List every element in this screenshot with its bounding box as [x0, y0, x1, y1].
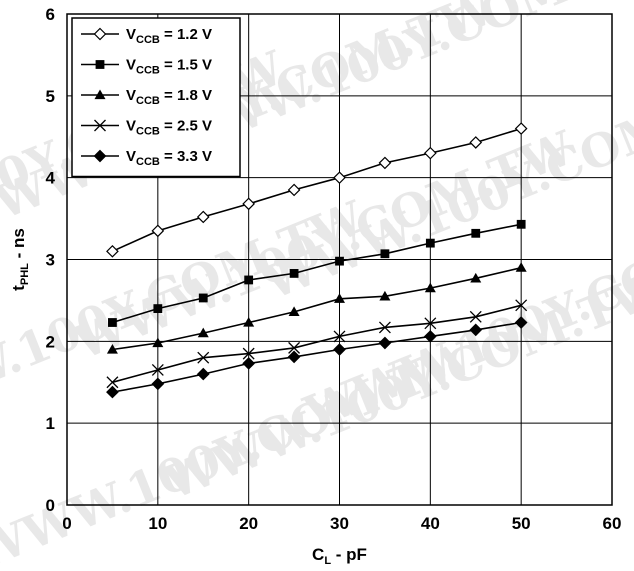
legend-entry: VCCB = 1.8 V [81, 87, 212, 107]
x-tick-label: 0 [62, 514, 71, 533]
data-point [335, 256, 344, 266]
data-point [288, 306, 300, 316]
series-line [112, 304, 522, 384]
data-point [288, 341, 301, 354]
legend-label: VCCB = 1.2 V [126, 26, 212, 46]
data-point [287, 350, 301, 364]
data-point [378, 336, 392, 350]
data-point [514, 122, 528, 135]
series-line [112, 321, 522, 393]
legend-entry: VCCB = 3.3 V [81, 148, 212, 168]
legend-entry: VCCB = 1.5 V [81, 57, 212, 77]
legend-label: VCCB = 3.3 V [126, 148, 212, 168]
series-group [106, 122, 528, 258]
data-point [106, 244, 119, 258]
data-point [423, 330, 437, 343]
data-point [151, 364, 164, 376]
y-tick-label: 1 [46, 414, 55, 433]
data-point [379, 290, 391, 301]
data-point [196, 367, 210, 381]
series-group [106, 299, 528, 389]
legend-entry: VCCB = 2.5 V [81, 118, 212, 138]
data-point [93, 27, 107, 41]
y-tick-label: 2 [46, 332, 55, 351]
data-point [242, 197, 256, 211]
data-point [516, 219, 526, 229]
data-point [423, 146, 437, 160]
data-point [469, 310, 482, 323]
data-point [95, 60, 105, 69]
x-tick-label: 10 [148, 514, 167, 533]
x-tick-label: 50 [512, 514, 531, 533]
data-point [94, 89, 106, 100]
legend-entry: VCCB = 1.2 V [81, 26, 212, 46]
y-tick-labels: 0 1 2 3 4 5 6 [46, 5, 56, 515]
data-point [152, 337, 164, 348]
data-point [94, 119, 106, 132]
data-point [243, 317, 255, 327]
data-point [242, 347, 255, 360]
data-point [470, 272, 482, 283]
x-tick-label: 20 [239, 514, 258, 533]
data-point [425, 238, 435, 248]
y-axis-title: tPHL - ns [9, 228, 31, 291]
data-point [333, 343, 346, 356]
data-point [378, 156, 392, 170]
data-point [471, 228, 481, 238]
data-point [197, 351, 210, 364]
data-point [514, 316, 528, 329]
data-point [424, 282, 436, 293]
legend: VCCB = 1.2 V VCCB = 1.5 V VCCB = 1.8 V VCCB… [71, 17, 241, 178]
data-point [469, 136, 483, 149]
y-tick-label: 4 [46, 169, 56, 188]
legend-label: VCCB = 2.5 V [126, 118, 212, 138]
data-point [106, 385, 119, 399]
series-group [108, 219, 526, 327]
series-line [112, 127, 522, 253]
data-point [244, 275, 254, 285]
data-point [153, 304, 163, 313]
data-point [198, 293, 208, 303]
x-tick-label: 40 [421, 514, 440, 533]
data-point [333, 330, 346, 343]
data-point [197, 327, 209, 338]
data-point [151, 224, 165, 238]
series-line [112, 266, 522, 351]
data-point [106, 376, 119, 389]
legend-label: VCCB = 1.8 V [126, 87, 212, 107]
data-point [108, 318, 117, 327]
series-layer [106, 122, 528, 399]
data-point [93, 149, 107, 163]
y-tick-label: 6 [46, 5, 55, 24]
y-tick-label: 3 [46, 251, 55, 270]
x-tick-label: 30 [330, 514, 349, 533]
y-tick-label: 5 [46, 87, 55, 106]
data-point [469, 323, 483, 337]
series-group [106, 262, 527, 354]
series-line [112, 223, 522, 324]
legend-label: VCCB = 1.5 V [126, 57, 212, 77]
data-point [151, 377, 165, 391]
data-point [333, 171, 346, 185]
data-point [515, 299, 528, 312]
data-point [106, 344, 118, 354]
series-group [106, 316, 528, 399]
plot-frame [66, 13, 613, 506]
x-axis-title: CL - pF [312, 545, 367, 567]
data-point [424, 317, 437, 330]
data-point [515, 262, 527, 272]
x-tick-labels: 0 10 20 30 40 50 60 [62, 514, 621, 533]
data-point [287, 183, 301, 197]
x-tick-label: 60 [603, 514, 622, 533]
data-point [196, 210, 210, 224]
data-point [289, 269, 299, 278]
data-point [380, 249, 390, 259]
data-point [334, 293, 345, 303]
data-point [378, 321, 391, 334]
data-point [242, 357, 256, 370]
y-tick-label: 0 [46, 496, 55, 515]
